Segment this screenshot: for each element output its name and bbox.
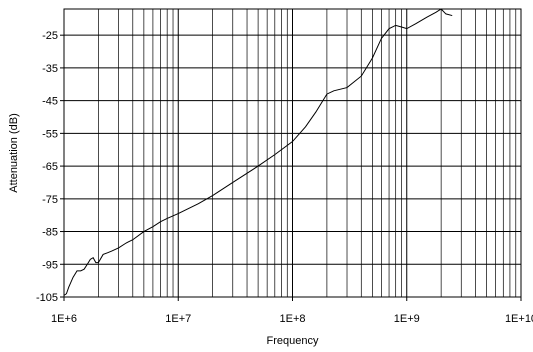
y-tick-label: -45 [42,96,58,108]
y-tick-label: -35 [42,63,58,75]
y-tick-label: -75 [42,194,58,206]
y-tick-label: -105 [36,292,58,304]
x-tick-label: 1E+6 [51,313,77,325]
minor-gridlines [98,9,517,297]
x-tick-labels: 1E+6 1E+7 1E+8 1E+9 1E+10 [51,297,533,325]
x-tick-label: 1E+7 [165,313,191,325]
x-tick-label: 1E+10 [505,313,533,325]
y-axis-title: Attenuation (dB) [8,113,20,193]
y-tick-labels: -25 -35 -45 -55 -65 -75 -85 -95 -105 [36,30,64,304]
major-gridlines [63,9,522,298]
y-tick-label: -95 [42,259,58,271]
x-tick-label: 1E+8 [280,313,306,325]
x-axis-title: Frequency [267,335,319,347]
y-tick-label: -25 [42,30,58,42]
attenuation-series-line [63,8,453,296]
y-tick-label: -65 [42,161,58,173]
y-tick-label: -55 [42,128,58,140]
x-tick-label: 1E+9 [394,313,420,325]
y-tick-label: -85 [42,227,58,239]
